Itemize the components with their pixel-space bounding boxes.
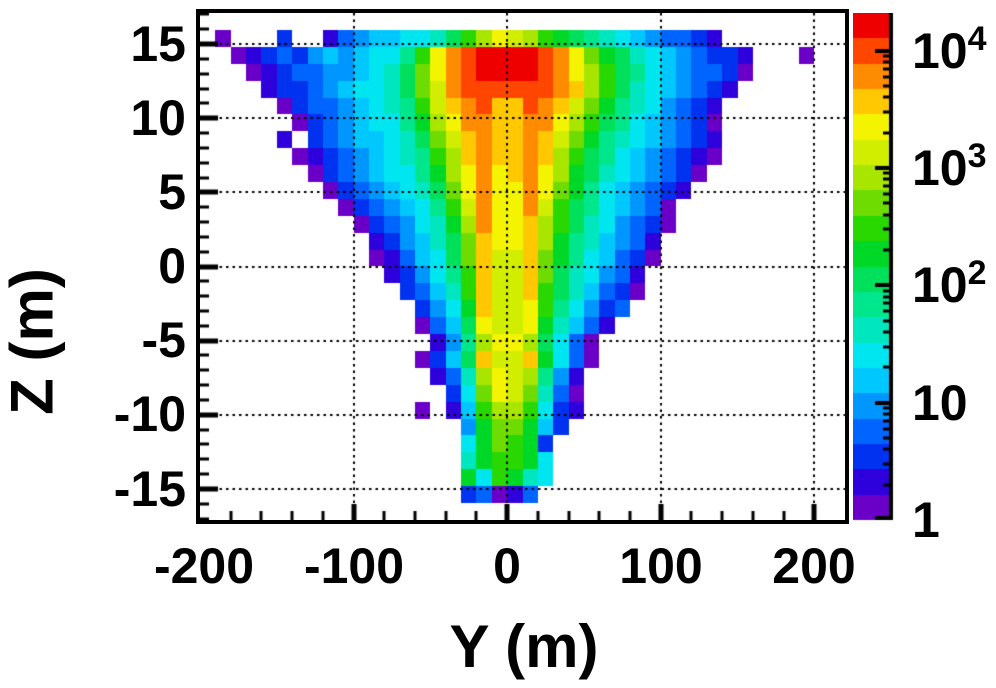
y-axis-tick-label: -10	[113, 386, 186, 442]
y-axis-title: Z (m)	[0, 268, 66, 415]
y-axis-tick-label: 0	[158, 238, 186, 294]
colorbar-tick-label: 102	[912, 254, 987, 313]
heatmap-canvas	[200, 13, 845, 520]
x-axis-title: Y (m)	[449, 613, 599, 680]
colorbar-canvas	[853, 13, 913, 522]
y-axis-tick-label: -15	[113, 461, 186, 517]
colorbar-tick-label: 1	[912, 492, 940, 548]
x-axis-tick-label: -200	[153, 538, 255, 594]
plot-frame	[196, 9, 849, 524]
x-axis-tick-label: -100	[303, 538, 405, 594]
y-axis-tick-label: 10	[130, 90, 186, 146]
x-axis-tick-label: 200	[772, 538, 856, 594]
y-axis-tick-label: 5	[158, 164, 186, 220]
colorbar-tick-label: 104	[912, 20, 987, 79]
y-axis-tick-label: -5	[141, 312, 186, 368]
colorbar-tick-label: 10	[912, 375, 968, 431]
colorbar-tick-label: 103	[912, 137, 987, 196]
y-axis-tick-label: 15	[130, 16, 186, 72]
x-axis-tick-label: 0	[493, 538, 521, 594]
x-axis-tick-label: 100	[619, 538, 703, 594]
